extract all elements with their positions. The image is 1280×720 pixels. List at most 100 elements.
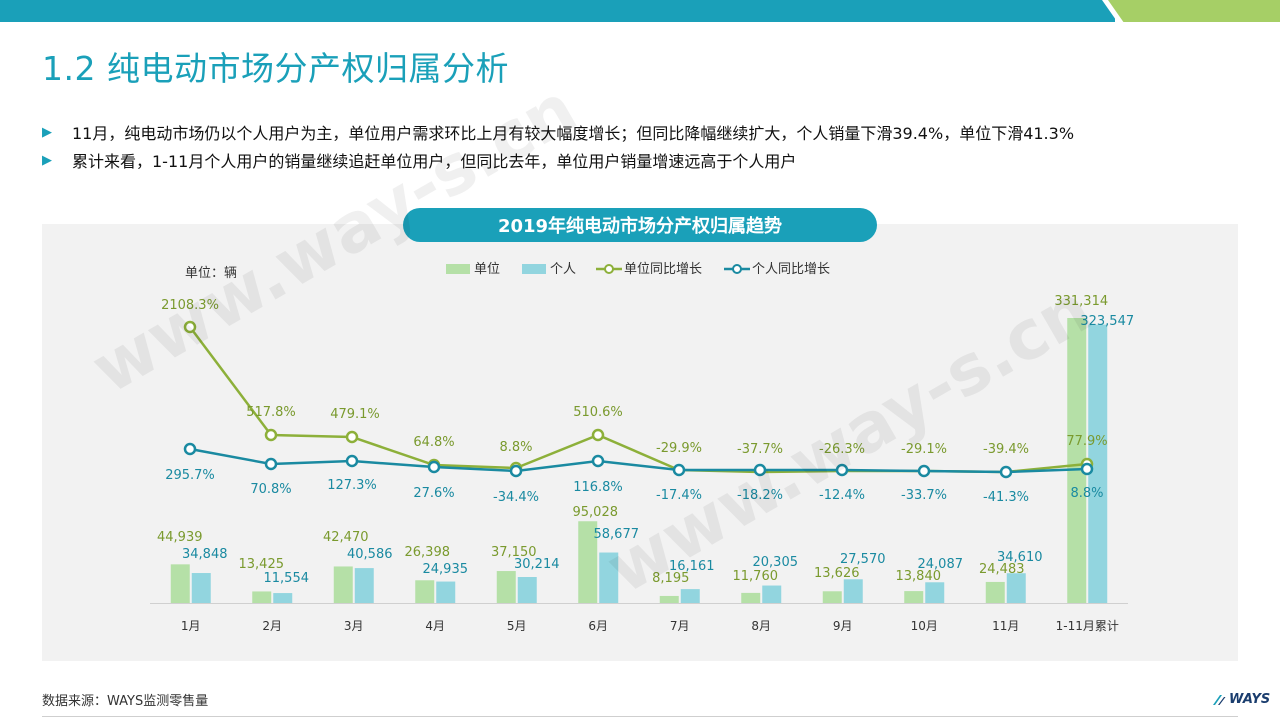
marker-unit-yoy	[183, 320, 197, 334]
bar-unit-label: 42,470	[323, 530, 369, 545]
line-personal-yoy	[189, 447, 1088, 474]
bullet-arrow-icon: ▶	[42, 124, 52, 140]
line-unit-yoy	[189, 326, 1088, 474]
marker-unit-yoy	[345, 430, 359, 444]
x-tick-label: 5月	[507, 619, 527, 633]
bar-unit-label: 331,314	[1054, 294, 1108, 309]
chart-title: 2019年纯电动市场分产权归属趋势	[403, 208, 877, 242]
x-tick-label: 9月	[833, 619, 853, 633]
legend-swatch-personal	[522, 264, 546, 274]
marker-unit-yoy	[264, 428, 278, 442]
bar-unit-label: 44,939	[157, 530, 203, 545]
top-banner-teal	[0, 0, 1115, 22]
bar-unit	[578, 521, 598, 603]
marker-personal-yoy	[999, 465, 1013, 479]
legend-label-personal: 个人	[550, 262, 576, 277]
bar-personal	[680, 589, 700, 603]
bullet-text: 11月，纯电动市场仍以个人用户为主，单位用户需求环比上月有较大幅度增长；但同比降…	[72, 124, 1075, 143]
bar-personal-label: 34,610	[997, 550, 1043, 565]
bullet-text: 累计来看，1-11月个人用户的销量继续追赶单位用户，但同比去年，单位用户销量增速…	[72, 152, 797, 171]
bar-unit-label: 11,760	[733, 569, 779, 584]
bar-personal	[843, 579, 863, 603]
x-tick-label: 8月	[751, 619, 771, 633]
line-unit-yoy-label: 8.8%	[499, 440, 532, 455]
marker-unit-yoy	[591, 428, 605, 442]
legend-marker-personal-yoy	[732, 264, 742, 274]
bar-personal	[1088, 324, 1108, 603]
marker-personal-yoy	[753, 463, 767, 477]
bar-personal-label: 11,554	[264, 571, 310, 586]
line-unit-yoy-label: 64.8%	[413, 435, 454, 450]
bar-personal	[436, 581, 456, 603]
bar-personal	[925, 582, 945, 603]
bar-personal	[599, 552, 619, 603]
marker-personal-yoy	[672, 463, 686, 477]
line-personal-yoy-label: 127.3%	[327, 478, 377, 493]
bar-personal	[273, 593, 293, 603]
bullet-item: ▶ 累计来看，1-11月个人用户的销量继续追赶单位用户，但同比去年，单位用户销量…	[42, 146, 1262, 174]
footer-divider	[42, 716, 1238, 717]
legend-label-unit-yoy: 单位同比增长	[624, 262, 702, 277]
bar-personal-label: 20,305	[753, 555, 799, 570]
x-tick-label: 6月	[588, 619, 608, 633]
bar-unit	[904, 591, 924, 603]
bar-personal-label: 323,547	[1080, 314, 1134, 329]
marker-personal-yoy	[917, 464, 931, 478]
bar-personal-label: 24,935	[423, 562, 469, 577]
bar-unit-label: 95,028	[573, 505, 619, 520]
line-unit-yoy-label: -37.7%	[737, 442, 783, 457]
bar-personal-label: 16,161	[669, 559, 715, 574]
marker-personal-yoy	[835, 463, 849, 477]
line-unit-yoy-label: 77.9%	[1066, 434, 1107, 449]
bar-unit-label: 13,840	[896, 569, 942, 584]
line-personal-yoy-label: -33.7%	[901, 488, 947, 503]
legend-marker-unit-yoy	[604, 264, 614, 274]
bar-personal	[517, 577, 537, 603]
bar-unit-label: 26,398	[405, 545, 451, 560]
bar-personal	[191, 573, 211, 603]
bar-unit-label: 37,150	[491, 545, 537, 560]
line-personal-yoy-label: 8.8%	[1070, 486, 1103, 501]
chart-panel	[42, 224, 1238, 661]
x-tick-label: 7月	[670, 619, 690, 633]
legend-label-unit: 单位	[474, 262, 500, 277]
ways-logo-icon	[1213, 694, 1226, 705]
x-tick-label: 4月	[425, 619, 445, 633]
line-personal-yoy-label: -17.4%	[656, 488, 702, 503]
x-tick-label: 10月	[911, 619, 938, 633]
bullet-arrow-icon: ▶	[42, 152, 52, 168]
line-unit-yoy-label: -29.1%	[901, 442, 947, 457]
marker-personal-yoy	[345, 454, 359, 468]
bar-unit-label: 24,483	[979, 562, 1025, 577]
bar-personal-label: 24,087	[918, 557, 964, 572]
bar-personal-label: 58,677	[594, 527, 640, 542]
bar-unit	[170, 564, 190, 603]
bar-unit-label: 13,425	[239, 557, 285, 572]
line-personal-yoy-label: 295.7%	[165, 468, 215, 483]
line-unit-yoy-label: 479.1%	[330, 407, 380, 422]
bar-unit	[333, 566, 353, 603]
bullet-item: ▶ 11月，纯电动市场仍以个人用户为主，单位用户需求环比上月有较大幅度增长；但同…	[42, 118, 1262, 146]
line-personal-yoy-label: 116.8%	[573, 480, 623, 495]
ways-logo-text: WAYS	[1229, 692, 1271, 707]
line-personal-yoy-label: 27.6%	[413, 486, 454, 501]
bar-unit	[741, 592, 761, 603]
bar-unit	[1067, 318, 1087, 603]
bar-personal-label: 30,214	[514, 557, 560, 572]
bar-unit	[659, 595, 679, 603]
legend-label-personal-yoy: 个人同比增长	[752, 262, 830, 277]
bar-personal-label: 40,586	[347, 547, 393, 562]
bar-personal	[762, 585, 782, 603]
bar-unit-label: 8,195	[652, 571, 689, 586]
ways-logo: WAYS	[1212, 692, 1270, 707]
x-tick-label: 11月	[992, 619, 1019, 633]
bar-personal-label: 34,848	[182, 547, 228, 562]
bar-unit	[415, 580, 435, 603]
top-banner	[0, 0, 1280, 22]
marker-personal-yoy	[509, 464, 523, 478]
x-tick-label: 3月	[344, 619, 364, 633]
bar-unit	[496, 571, 516, 603]
marker-personal-yoy	[1080, 462, 1094, 476]
line-unit-yoy-label: 2108.3%	[161, 298, 219, 313]
